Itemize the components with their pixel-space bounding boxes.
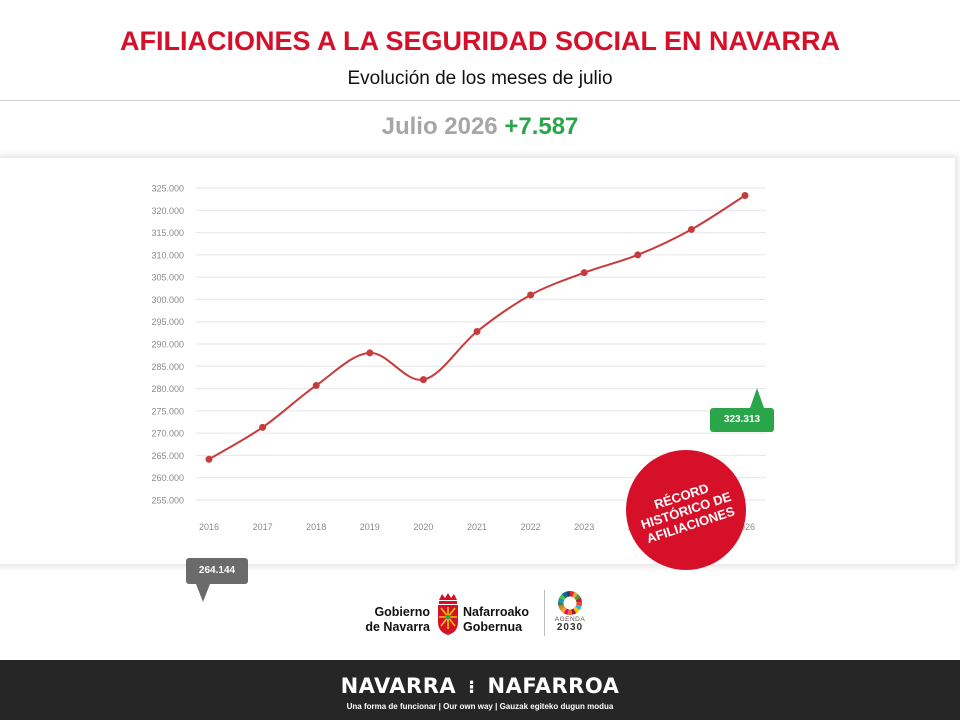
data-point <box>259 423 267 431</box>
series-line <box>208 194 746 461</box>
sdg-wheel-segment <box>565 591 570 597</box>
data-point <box>366 349 374 357</box>
y-tick-label: 310.000 <box>151 250 184 260</box>
record-text: RÉCORD HISTÓRICO DE AFILIACIONES <box>631 473 740 547</box>
end-value-callout: 323.313 <box>710 388 774 432</box>
page-title: AFILIACIONES A LA SEGURIDAD SOCIAL EN NA… <box>119 26 841 56</box>
chart-panel: 255.000 260.000 265.000 270.000 275.000 280.0… <box>0 158 955 602</box>
sdg-wheel-segment <box>573 606 580 614</box>
x-tick-label: 2017 <box>253 522 273 532</box>
sdg-wheel-segment <box>570 591 575 597</box>
y-tick-label: 315.000 <box>151 228 184 238</box>
highlight-label: Julio 2026 <box>381 113 498 140</box>
y-tick-label: 275.000 <box>151 406 184 416</box>
x-tick-label: 2023 <box>574 522 594 532</box>
start-value-callout: 264.144 <box>186 558 248 602</box>
y-tick-label: 295.000 <box>151 317 184 327</box>
x-tick-label: 2016 <box>199 522 219 532</box>
y-tick-label: 285.000 <box>151 362 184 372</box>
x-tick-label: 2021 <box>467 522 487 532</box>
x-tick-label: 2026 <box>735 522 755 532</box>
data-point <box>205 455 213 463</box>
sdg-wheel-segment <box>574 594 581 601</box>
sdg-wheel-segment <box>559 594 566 601</box>
sdg-wheel-icon <box>558 591 582 615</box>
logo-separator <box>544 590 545 636</box>
x-tick-label: 2022 <box>521 522 541 532</box>
sdg-wheel-segment <box>563 608 569 615</box>
y-tick-label: 280.000 <box>151 384 184 394</box>
data-point <box>419 376 427 384</box>
y-tick-label: 320.000 <box>151 206 184 216</box>
data-point <box>527 291 535 299</box>
footer-brand: NAVARRA ⁝ NAFARROA <box>0 674 960 698</box>
gov-name-es: Gobierno de Navarra <box>360 605 430 635</box>
y-tick-label: 255.000 <box>151 496 184 506</box>
data-point <box>473 328 481 336</box>
sdg-wheel-segment <box>567 609 573 615</box>
brand-separator-icon: ⁝ <box>468 677 476 698</box>
footer-bar: NAVARRA ⁝ NAFARROA Una forma de funcionar … <box>0 660 960 720</box>
sdg-wheel-segment <box>561 591 568 599</box>
sdg-wheel-segment <box>558 601 564 607</box>
gov-name-eu: Nafarroako Gobernua <box>463 605 543 635</box>
sdg-wheel-segment <box>575 597 582 603</box>
y-tick-label: 270.000 <box>151 429 184 439</box>
sdg-wheel-segment <box>560 606 567 614</box>
gov-es-line-1: Gobierno <box>374 605 430 619</box>
y-tick-label: 325.000 <box>151 184 184 194</box>
sdg-wheel-segment <box>558 604 565 611</box>
sdg-wheel-segment <box>575 604 582 611</box>
highlight-value: +7.587 <box>504 113 579 140</box>
highlight-summary: Julio 2026 +7.587 <box>0 113 960 141</box>
data-point <box>741 192 749 200</box>
data-point <box>580 269 588 277</box>
y-tick-label: 260.000 <box>151 473 184 483</box>
x-tick-label: 2019 <box>360 522 380 532</box>
sdg-wheel-segment <box>572 591 579 599</box>
y-tick-label: 300.000 <box>151 295 184 305</box>
sdg-wheel-segment <box>571 608 577 615</box>
gov-es-line-2: de Navarra <box>365 620 430 634</box>
brand-left: NAVARRA <box>340 674 457 698</box>
gov-eu-line-1: Nafarroako <box>463 605 529 619</box>
x-tick-label: 2018 <box>306 522 326 532</box>
brand-right: NAFARROA <box>487 674 620 698</box>
data-point <box>687 225 695 233</box>
y-tick-label: 305.000 <box>151 273 184 283</box>
navarra-shield-icon <box>438 593 458 635</box>
y-tick-label: 290.000 <box>151 340 184 350</box>
agenda-2030-logo: AGENDA 2030 <box>550 590 590 633</box>
agenda-year: 2030 <box>556 622 584 633</box>
logo-area: Gobierno de Navarra Nafarroako Gobernua … <box>360 588 600 640</box>
data-point <box>312 381 320 389</box>
line-chart: 255.000 260.000 265.000 270.000 275.000 280.0… <box>151 184 766 532</box>
footer-tagline: Una forma de funcionar | Our own way | G… <box>346 702 614 711</box>
header-divider <box>0 100 960 101</box>
record-badge: RÉCORD HISTÓRICO DE AFILIACIONES <box>626 450 746 570</box>
x-tick-label: 2020 <box>413 522 433 532</box>
data-point <box>634 251 642 259</box>
y-tick-label: 265.000 <box>151 451 184 461</box>
sdg-wheel-segment <box>576 601 582 607</box>
gov-eu-line-2: Gobernua <box>463 620 523 634</box>
agenda-label: AGENDA <box>554 616 586 623</box>
page-subtitle: Evolución de los meses de julio <box>347 68 613 89</box>
sdg-wheel-segment <box>558 597 565 603</box>
